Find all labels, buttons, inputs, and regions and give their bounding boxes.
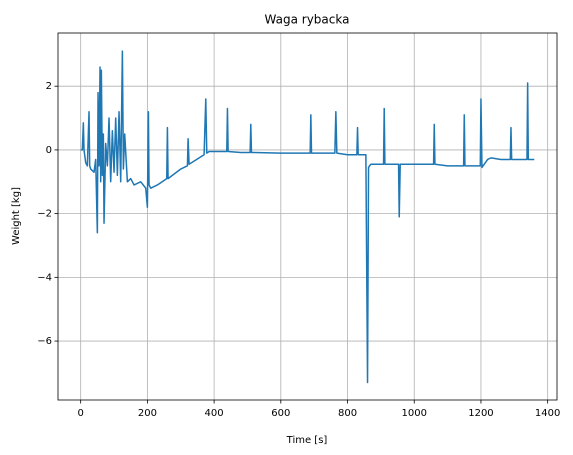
y-tick-label: 0 (46, 145, 52, 156)
x-tick-label: 400 (205, 408, 224, 419)
x-tick-label: 200 (138, 408, 157, 419)
y-tick-label: 2 (46, 81, 52, 92)
x-tick-label: 0 (77, 408, 83, 419)
x-tick-label: 1400 (535, 408, 560, 419)
x-tick-label: 600 (271, 408, 290, 419)
y-axis-label: Weight [kg] (11, 187, 22, 245)
plot-frame (57, 32, 558, 401)
data-line (80, 50, 535, 384)
x-tick-label: 1200 (468, 408, 493, 419)
y-tick-label: −4 (37, 272, 52, 283)
chart-title: Waga rybacka (265, 13, 350, 27)
y-tick-label: −2 (37, 209, 52, 220)
y-tick-label: −6 (37, 336, 52, 347)
x-tick-label: 1000 (402, 408, 427, 419)
x-axis-label: Time [s] (286, 435, 328, 446)
x-tick-label: 800 (338, 408, 357, 419)
